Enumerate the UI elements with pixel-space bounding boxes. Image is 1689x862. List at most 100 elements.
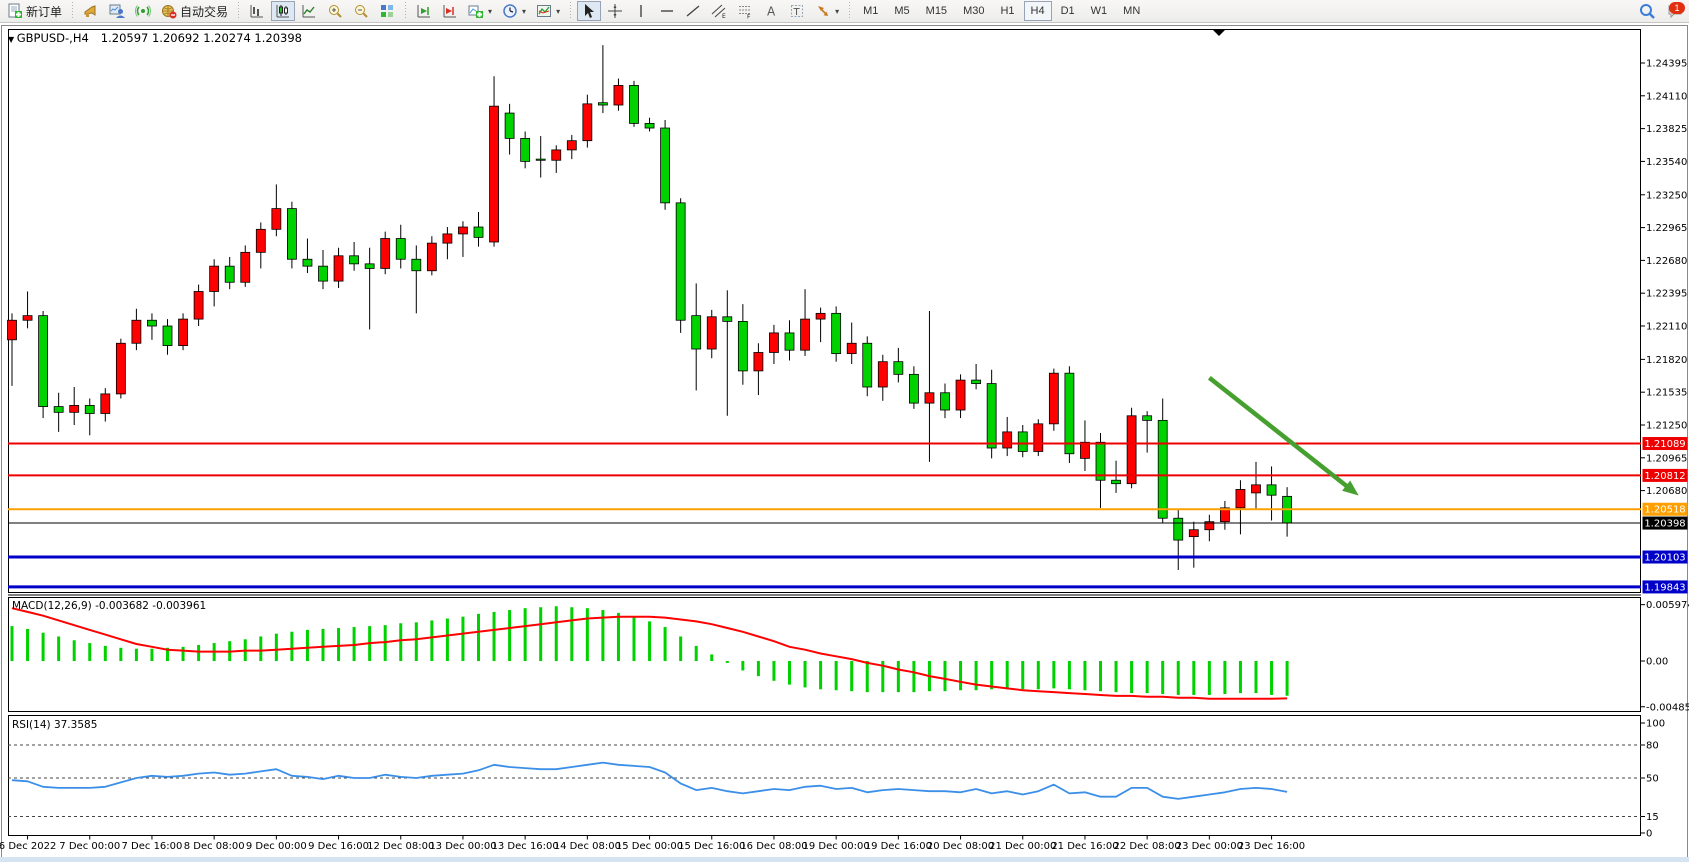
chart-shift-button[interactable] <box>438 1 462 21</box>
equidistant-channel-button[interactable]: E <box>707 1 731 21</box>
text-label-button[interactable]: T <box>785 1 809 21</box>
candle <box>271 208 282 230</box>
toolbar-separator <box>568 2 574 20</box>
macd-bar <box>259 636 263 661</box>
price-badge <box>1642 550 1688 564</box>
candle <box>286 208 297 260</box>
macd-bar <box>990 661 994 690</box>
search-icon <box>1638 2 1656 20</box>
svg-text:T: T <box>793 7 801 18</box>
trendline-button[interactable] <box>681 1 705 21</box>
candle <box>411 258 422 272</box>
candle <box>147 319 157 327</box>
trend-arrow[interactable] <box>1207 376 1354 493</box>
candlestick-chart-button[interactable] <box>271 1 296 21</box>
macd-bar <box>616 612 620 661</box>
price-axis-label: 1.22680 <box>1646 256 1687 267</box>
fibonacci-button[interactable]: F <box>733 1 757 21</box>
candle <box>1266 484 1277 496</box>
macd-bar <box>1176 661 1180 695</box>
new-order-button[interactable]: 新订单 <box>3 1 66 21</box>
candle <box>737 320 748 372</box>
candle <box>940 392 950 411</box>
candle <box>862 342 873 388</box>
candle <box>364 263 375 269</box>
macd-bar <box>741 661 745 671</box>
zoom-in-button[interactable] <box>323 1 347 21</box>
candle <box>535 158 546 161</box>
autoscroll-button[interactable] <box>412 1 436 21</box>
arrows-button[interactable]: ▾ <box>811 1 843 21</box>
market-watch-button[interactable] <box>105 1 129 21</box>
macd-bar <box>1005 661 1009 690</box>
chart-shift-marker[interactable] <box>1213 30 1225 36</box>
cursor-icon <box>581 3 597 19</box>
candle <box>1048 372 1059 425</box>
macd-bar <box>772 661 776 681</box>
macd-bar <box>88 643 92 661</box>
macd-bar <box>788 661 791 685</box>
macd-bar <box>430 620 434 661</box>
crosshair-button[interactable] <box>603 1 627 21</box>
tile-windows-button[interactable] <box>375 1 399 21</box>
cursor-button[interactable] <box>577 1 602 21</box>
date-axis-label: 21 Dec 16:00 <box>1051 841 1118 852</box>
signals-button[interactable] <box>131 1 155 21</box>
candle <box>69 405 80 413</box>
date-axis-label: 6 Dec 2022 <box>0 841 56 852</box>
line-chart-button[interactable] <box>297 1 321 21</box>
price-axis-label: 1.21535 <box>1646 388 1687 399</box>
macd-bar <box>912 661 916 693</box>
candle <box>1251 484 1261 494</box>
toolbar: 新订单 自动交易 <box>0 0 1689 23</box>
price-axis-label: 1.22395 <box>1646 289 1687 300</box>
periods-button[interactable]: ▾ <box>498 1 530 21</box>
timeframe-button-H4[interactable]: H4 <box>1023 1 1052 21</box>
notifications-button[interactable]: 1 <box>1662 1 1686 21</box>
macd-bar <box>26 628 30 661</box>
macd-bar <box>508 610 512 661</box>
megaphone-button[interactable] <box>79 1 103 21</box>
macd-bar <box>1254 661 1258 694</box>
timeframe-button-D1[interactable]: D1 <box>1054 1 1082 21</box>
timeframe-button-H1[interactable]: H1 <box>993 1 1021 21</box>
templates-button[interactable]: ▾ <box>532 1 564 21</box>
svg-text:E: E <box>722 13 726 19</box>
candle <box>909 373 919 404</box>
candle <box>1188 529 1199 538</box>
zoom-out-button[interactable] <box>349 1 373 21</box>
candle <box>1111 479 1121 485</box>
timeframe-button-M15[interactable]: M15 <box>919 1 954 21</box>
macd-bar <box>72 640 76 661</box>
price-badge <box>1642 437 1688 451</box>
timeframe-button-M1[interactable]: M1 <box>856 1 885 21</box>
timeframe-button-W1[interactable]: W1 <box>1084 1 1115 21</box>
macd-bar <box>181 646 185 661</box>
indicators-button[interactable]: ▾ <box>464 1 496 21</box>
candle <box>1080 441 1090 459</box>
autotrading-button[interactable]: 自动交易 <box>157 1 232 21</box>
macd-signal-line <box>11 607 1288 700</box>
price-axis-label: 1.21250 <box>1646 420 1687 431</box>
macd-bar <box>725 661 729 663</box>
text-button[interactable]: A <box>759 1 783 21</box>
candle <box>131 319 142 344</box>
candle <box>1157 419 1168 519</box>
bar-chart-button[interactable] <box>245 1 269 21</box>
date-axis-label: 13 Dec 00:00 <box>429 841 496 852</box>
candle <box>193 291 204 320</box>
macd-bar <box>1270 661 1274 695</box>
search-button[interactable] <box>1634 1 1660 21</box>
timeframe-button-M5[interactable]: M5 <box>887 1 916 21</box>
macd-bar <box>1161 661 1165 695</box>
date-axis-label: 14 Dec 08:00 <box>554 841 621 852</box>
macd-bar <box>1130 661 1134 694</box>
bar-chart-icon <box>249 3 265 19</box>
macd-bar <box>694 645 698 661</box>
vertical-line-button[interactable] <box>629 1 653 21</box>
timeframe-button-MN[interactable]: MN <box>1116 1 1147 21</box>
timeframe-button-M30[interactable]: M30 <box>956 1 991 21</box>
indicators-layer <box>8 606 1641 817</box>
horizontal-line-button[interactable] <box>655 1 679 21</box>
